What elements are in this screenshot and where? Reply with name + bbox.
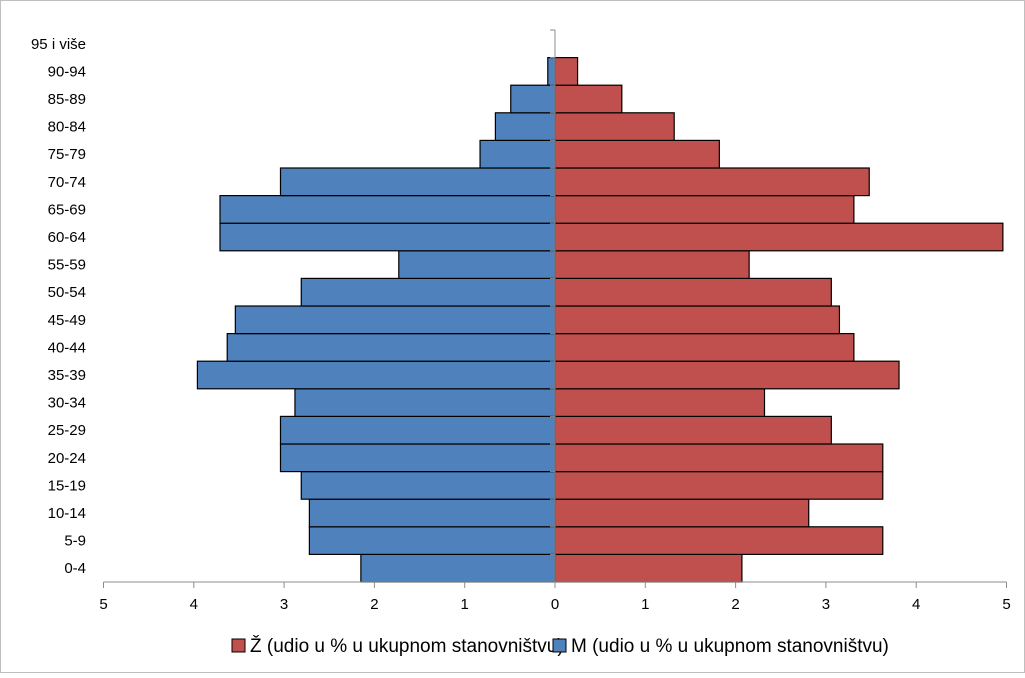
bar-male-55-59 — [398, 250, 556, 280]
bar-female-15-19 — [554, 471, 884, 500]
bar-female-35-39 — [554, 360, 900, 390]
category-label: 95 i više — [31, 36, 86, 53]
category-label: 0-4 — [64, 560, 86, 577]
bar-female-30-34 — [554, 388, 766, 417]
x-tick-label: 4 — [912, 596, 920, 613]
x-tick-label: 1 — [461, 596, 469, 613]
category-label: 50-54 — [48, 284, 86, 301]
x-tick-label: 5 — [99, 596, 107, 613]
legend-label-female: Ž (udio u % u ukupnom stanovništvu) — [250, 635, 564, 657]
bar-female-55-59 — [554, 250, 750, 280]
category-label: 65-69 — [48, 201, 86, 218]
legend-label-male: M (udio u % u ukupnom stanovništvu) — [571, 636, 889, 657]
bar-female-25-29 — [554, 415, 832, 445]
bar-male-20-24 — [279, 443, 556, 473]
bar-female-60-64 — [554, 222, 1004, 252]
legend-swatch-male — [552, 638, 567, 653]
bar-male-5-9 — [308, 526, 556, 555]
x-tick-label: 1 — [641, 596, 649, 613]
x-tick-label: 3 — [822, 596, 830, 613]
category-label: 85-89 — [48, 91, 86, 108]
bar-male-0-4 — [360, 553, 556, 583]
legend: Ž (udio u % u ukupnom stanovništvu) M (ud… — [231, 635, 889, 657]
bar-female-50-54 — [554, 277, 832, 307]
bar-female-90-94 — [554, 56, 579, 86]
bar-male-25-29 — [279, 415, 556, 445]
bar-male-80-84 — [494, 112, 556, 142]
bar-male-15-19 — [300, 471, 556, 500]
category-label: 20-24 — [48, 450, 86, 467]
bar-male-85-89 — [510, 84, 556, 114]
bar-male-70-74 — [279, 167, 556, 197]
x-tick-label: 3 — [280, 596, 288, 613]
legend-swatch-female — [231, 638, 246, 653]
x-tick-label: 2 — [370, 596, 378, 613]
category-label: 55-59 — [48, 257, 86, 274]
bar-female-45-49 — [554, 305, 841, 335]
bar-male-30-34 — [294, 388, 556, 417]
bar-male-65-69 — [219, 195, 556, 224]
category-label: 75-79 — [48, 146, 86, 163]
x-tick-label: 5 — [1002, 596, 1010, 613]
category-label: 35-39 — [48, 367, 86, 384]
tick-labels: 5 4 3 2 1 0 1 2 3 4 5 — [99, 596, 1010, 613]
x-tick-label: 2 — [731, 596, 739, 613]
bar-male-45-49 — [234, 305, 556, 335]
category-label: 15-19 — [48, 477, 86, 494]
bar-female-85-89 — [554, 84, 623, 114]
bar-female-70-74 — [554, 167, 870, 197]
category-label: 40-44 — [48, 339, 86, 356]
category-label: 90-94 — [48, 63, 86, 80]
bar-male-35-39 — [196, 360, 556, 390]
bar-female-0-4 — [554, 553, 743, 583]
category-label: 80-84 — [48, 119, 86, 136]
category-label: 70-74 — [48, 174, 86, 191]
category-label: 5-9 — [64, 533, 86, 550]
category-label: 60-64 — [48, 229, 86, 246]
axes-group — [103, 29, 1007, 588]
x-tick-label: 0 — [551, 596, 559, 613]
bar-male-90-94 — [547, 56, 556, 86]
x-tick-label: 4 — [190, 596, 198, 613]
category-label: 45-49 — [48, 312, 86, 329]
bar-male-60-64 — [219, 222, 556, 252]
bar-male-10-14 — [308, 498, 556, 528]
bar-female-65-69 — [554, 195, 855, 224]
category-label: 10-14 — [48, 505, 86, 522]
bar-male-40-44 — [226, 333, 556, 362]
bars-group — [196, 56, 1004, 583]
bar-male-75-79 — [479, 139, 556, 169]
category-label: 30-34 — [48, 395, 86, 412]
bar-male-50-54 — [300, 277, 556, 307]
bar-female-80-84 — [554, 112, 675, 142]
bar-female-40-44 — [554, 333, 855, 362]
bar-female-5-9 — [554, 526, 884, 555]
bar-female-10-14 — [554, 498, 810, 528]
category-label: 25-29 — [48, 422, 86, 439]
category-labels: 0-4 5-9 10-14 15-19 20-24 25-29 30-34 35-39 40-4… — [31, 36, 86, 577]
bar-female-20-24 — [554, 443, 884, 473]
bar-female-75-79 — [554, 139, 720, 169]
